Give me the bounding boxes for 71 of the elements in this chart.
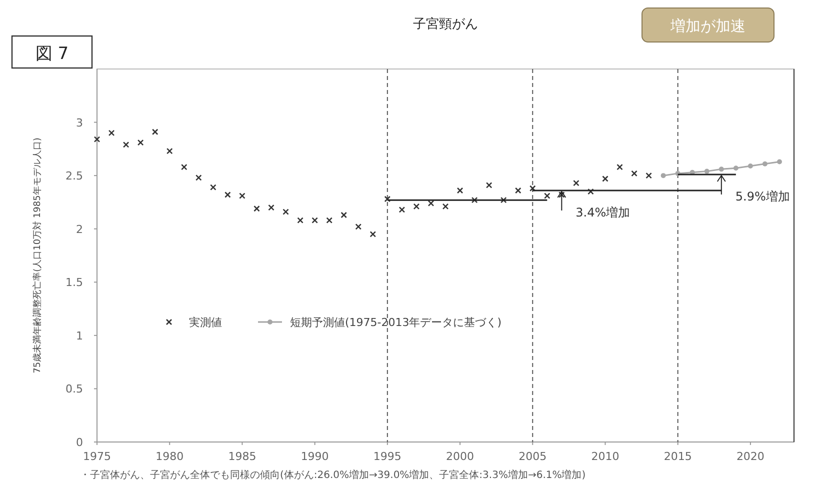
point (486, 182, 492, 188)
point (471, 196, 478, 204)
point (239, 192, 246, 199)
text: 増加が加速 (670, 17, 746, 35)
x-tick-label: 2015 (664, 450, 692, 463)
point (108, 130, 115, 136)
y-tick-label: 1.5 (66, 276, 83, 290)
point (195, 174, 202, 181)
x-tick-label: 1980 (156, 450, 184, 463)
y-tick-label: 0 (76, 436, 83, 449)
point (166, 148, 173, 154)
point (312, 217, 318, 224)
point (646, 172, 652, 179)
point (297, 217, 304, 224)
text: ・子宮体がん、子宮がん全体でも同様の傾向(体がん:26.0%増加→39.0%増加、子宮全体:3.3%増加→6.1%増加) (80, 469, 586, 481)
x-tick-label: 1990 (300, 450, 329, 463)
y-tick-label: 3 (76, 116, 83, 130)
point (152, 128, 158, 136)
point (500, 196, 507, 204)
point (355, 224, 362, 230)
point (456, 187, 464, 194)
point (326, 217, 332, 224)
x-tick-label: 1985 (228, 450, 256, 463)
x-tick-label: 2020 (736, 450, 764, 463)
point (122, 142, 130, 148)
y-axis-title: 75歳未満年齢調整死亡率(人口10万対 1985年モデル人口) (32, 138, 43, 374)
point (442, 203, 449, 210)
y-tick-label: 1 (76, 329, 83, 342)
x-tick-label: 1975 (83, 450, 111, 463)
point (210, 184, 216, 190)
point (733, 166, 738, 171)
point (616, 164, 623, 170)
point (282, 208, 289, 215)
point (776, 159, 782, 164)
point (631, 170, 638, 177)
point (180, 164, 188, 170)
point (94, 136, 100, 142)
point (660, 173, 666, 178)
point (704, 168, 710, 174)
point (268, 204, 274, 211)
point (762, 161, 768, 166)
point (428, 200, 434, 206)
x-tick-label: 2000 (446, 450, 474, 463)
x-tick-label: 1995 (373, 450, 402, 463)
point (137, 139, 144, 146)
point (254, 205, 260, 212)
point (544, 192, 550, 199)
chart-title: 子宮頸がん (413, 16, 478, 32)
annotation: 3.4%増加 (576, 205, 630, 220)
caption: 図 7 (35, 44, 69, 64)
point (573, 180, 580, 186)
point (384, 196, 391, 202)
legend-label: 短期予測値(1975-2013年データに基づく) (290, 316, 502, 329)
legend-label: 実測値 (189, 316, 222, 329)
point (340, 212, 348, 218)
annotation: 5.9%増加 (735, 190, 790, 204)
point (718, 166, 724, 172)
y-tick-label: 2.5 (66, 170, 83, 183)
point (514, 187, 522, 194)
point (529, 185, 536, 192)
point (370, 231, 376, 238)
point (588, 188, 594, 195)
point (748, 163, 753, 168)
y-tick-label: 0.5 (66, 382, 83, 396)
point (398, 206, 406, 213)
point (602, 176, 608, 182)
x-tick-label: 2005 (518, 450, 547, 463)
x-tick-label: 2010 (591, 450, 620, 463)
point (224, 192, 231, 198)
point (413, 203, 420, 210)
y-tick-label: 2 (76, 222, 83, 236)
